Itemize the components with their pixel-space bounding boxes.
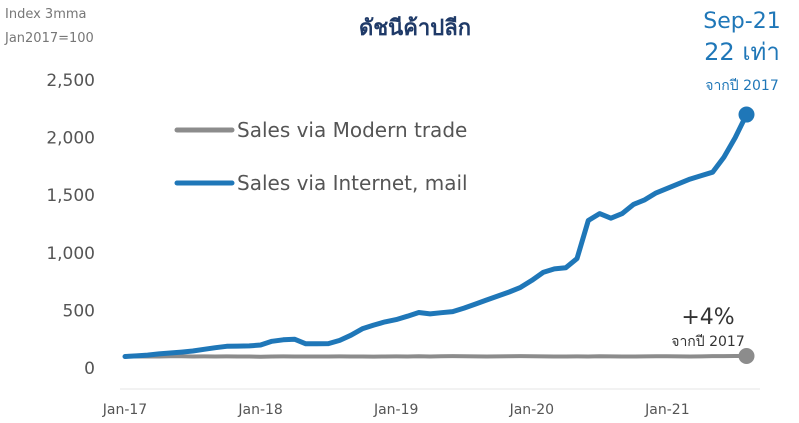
series-line-modern-trade xyxy=(123,354,749,359)
series-end-marker-internet-mail xyxy=(738,106,755,123)
x-tick-label: Jan-18 xyxy=(237,402,282,418)
y-tick-label: 1,000 xyxy=(46,244,95,264)
index-label-line2: Jan2017=100 xyxy=(4,31,94,46)
y-axis: 2,500 2,000 1,500 1,000 500 0 xyxy=(46,71,95,379)
annotation-modern-trade: +4% จากปี 2017 xyxy=(671,305,745,350)
x-tick-label: Jan-20 xyxy=(509,402,554,418)
index-label-line1: Index 3mma xyxy=(5,7,87,22)
x-tick-label: Jan-21 xyxy=(644,402,689,418)
x-tick-label: Jan-17 xyxy=(102,402,147,418)
annotation-internet-since: จากปี 2017 xyxy=(705,78,779,94)
annotation-internet: Sep-21 22 เท่า จากปี 2017 xyxy=(703,9,780,94)
annotation-internet-multiple: 22 เท่า xyxy=(704,38,780,66)
y-tick-label: 0 xyxy=(84,359,95,379)
legend-label: Sales via Internet, mail xyxy=(237,171,468,195)
annotation-modern-change: +4% xyxy=(681,305,734,330)
series-end-marker-modern-trade xyxy=(738,348,755,365)
y-tick-label: 500 xyxy=(63,301,95,321)
annotation-modern-since: จากปี 2017 xyxy=(671,334,745,350)
x-axis: Jan-17 Jan-18 Jan-19 Jan-20 Jan-21 xyxy=(102,402,690,418)
x-tick-label: Jan-19 xyxy=(373,402,418,418)
y-tick-label: 2,500 xyxy=(46,71,95,91)
y-tick-label: 1,500 xyxy=(46,186,95,206)
chart-title: ดัชนีค้าปลีก xyxy=(359,16,471,41)
legend: Sales via Modern trade Sales via Internet… xyxy=(174,118,468,195)
series-layer xyxy=(122,106,755,365)
y-tick-label: 2,000 xyxy=(46,129,95,149)
annotation-internet-date: Sep-21 xyxy=(703,9,780,34)
series-line-internet-mail xyxy=(122,112,749,359)
legend-label: Sales via Modern trade xyxy=(237,118,467,142)
